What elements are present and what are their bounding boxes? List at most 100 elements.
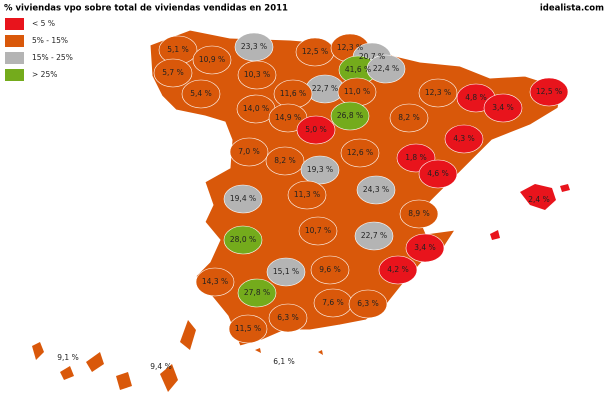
legend-label: 5% - 15% [32,36,68,45]
province [529,77,569,107]
province [153,58,193,88]
province-label: 11,5 % [235,324,261,333]
province-label: 11,0 % [344,87,370,96]
province-label: 4,6 % [427,169,448,178]
province-label: 9,6 % [319,265,340,274]
legend-swatch [5,52,24,64]
province-label: 6,3 % [277,313,298,322]
province-label: 27,8 % [244,288,270,297]
province [348,289,388,319]
province [181,79,221,109]
canary-island [160,364,178,392]
province-label: 28,0 % [230,235,256,244]
province-label: 5,7 % [162,68,183,77]
province [483,93,523,123]
province-label: 8,2 % [398,113,419,122]
province [418,78,458,108]
province-label: 14,0 % [243,104,269,113]
balearic-island [520,184,556,210]
province [399,199,439,229]
province-label: 12,5 % [536,87,562,96]
province-label: 4,2 % [387,265,408,274]
province [405,233,445,263]
province-label: 5,1 % [167,45,188,54]
province-label: 3,4 % [414,243,435,252]
province-label: 14,3 % [202,277,228,286]
province [418,159,458,189]
map-title: % viviendas vpo sobre total de viviendas… [4,4,288,14]
province-label: 7,6 % [322,298,343,307]
province-label: 8,9 % [408,209,429,218]
province-label: 6,3 % [357,299,378,308]
province [237,278,277,308]
province [265,146,305,176]
ceuta [255,348,261,353]
province [378,255,418,285]
legend-label: 15% - 25% [32,53,73,62]
province [354,221,394,251]
province-label: 10,3 % [244,70,270,79]
province-label: 9,1 % [57,353,78,362]
province-label: 3,4 % [492,103,513,112]
province [340,138,380,168]
province-label: 12,5 % [302,47,328,56]
legend-swatch [5,69,24,81]
province [192,45,232,75]
province-label: 11,3 % [294,190,320,199]
province [266,257,306,287]
province [310,255,350,285]
canary-island [86,352,104,372]
province-label: 1,8 % [405,153,426,162]
province-label: 5,0 % [305,125,326,134]
province-label: 41,6 % [345,65,371,74]
legend-label: < 5 % [32,19,55,28]
melilla [318,350,323,355]
province [223,225,263,255]
province [300,155,340,185]
province [366,54,406,84]
province [389,103,429,133]
balearic-island [560,184,570,192]
canary-island [116,372,132,390]
province-label: 10,7 % [305,226,331,235]
province-label: 2,4 % [528,195,549,204]
province [228,314,268,344]
province-label: 15,1 % [273,267,299,276]
province-label: 8,2 % [274,156,295,165]
legend-swatch [5,35,24,47]
province-label: 22,4 % [373,64,399,73]
province [229,137,269,167]
legend-label: > 25% [32,70,57,79]
province-label: 23,3 % [241,42,267,51]
province [296,115,336,145]
province-label: 5,4 % [190,89,211,98]
province [195,267,235,297]
legend-swatch [5,18,24,30]
province-label: 4,8 % [465,93,486,102]
province [444,124,484,154]
province-label: 20,7 % [359,52,385,61]
province-label: 12,3 % [425,88,451,97]
canary-island [32,342,44,360]
province-label: 9,4 % [150,362,171,371]
province [268,303,308,333]
province [237,60,277,90]
canary-island [60,366,74,380]
province-label: 24,3 % [363,185,389,194]
province [223,184,263,214]
canary-island [180,320,196,350]
province-label: 22,7 % [312,84,338,93]
brand: idealista.com [540,4,604,14]
province [298,216,338,246]
province [287,180,327,210]
province-label: 6,1 % [273,357,294,366]
province [330,101,370,131]
province-label: 11,6 % [280,89,306,98]
province [356,175,396,205]
province-label: 19,4 % [230,194,256,203]
balearic-island [490,230,500,240]
province-label: 4,3 % [453,134,474,143]
province-label: 10,9 % [199,55,225,64]
province-label: 19,3 % [307,165,333,174]
